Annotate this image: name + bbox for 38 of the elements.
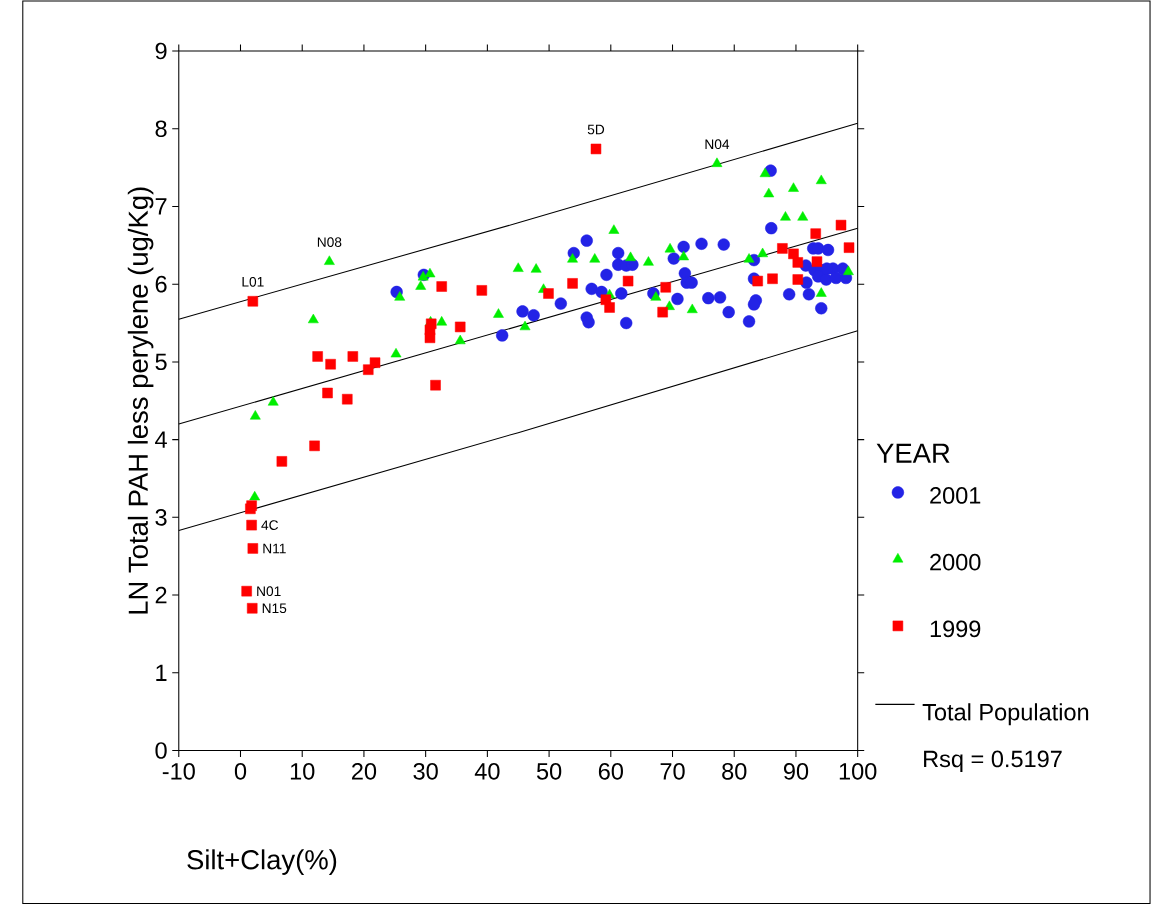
x-tick-label: 30 (413, 763, 438, 780)
x-tick-label: -10 (162, 763, 195, 780)
annotation: L01 (242, 277, 264, 287)
annotation: N08 (317, 237, 342, 248)
x-tick-label: 0 (234, 763, 247, 780)
x-tick-label: 90 (783, 763, 809, 780)
y-tick-label: 2 (155, 587, 167, 604)
annotation: N04 (705, 139, 730, 150)
x-axis-title: Silt+Clay(%) (187, 849, 337, 876)
x-tick-label: 70 (660, 763, 685, 780)
x-tick-label: 10 (290, 763, 315, 780)
y-tick-label: 7 (155, 198, 167, 215)
y-axis-title: LN Total PAH less perylene (ug/Kg) (127, 187, 154, 614)
legend-label: 2000 (930, 554, 981, 571)
y-tick-label: 4 (155, 431, 167, 448)
x-tick-label: 20 (352, 763, 377, 780)
x-tick-label: 100 (839, 763, 877, 780)
x-tick-label: 80 (722, 763, 747, 780)
text: Rsq = 0.5197 (924, 750, 1062, 773)
annotation: 4C (261, 520, 279, 531)
legend-title: YEAR (876, 444, 950, 463)
annotation: N15 (262, 603, 287, 614)
x-tick-label: 40 (474, 763, 500, 780)
legend-label: 2001 (930, 487, 981, 504)
y-tick-label: 6 (155, 276, 167, 293)
legend-label: 1999 (930, 620, 981, 638)
y-tick-label: 8 (155, 120, 167, 138)
y-tick-label: 0 (155, 742, 167, 760)
annotation: N01 (257, 586, 281, 597)
y-tick-label: 3 (155, 509, 167, 526)
x-tick-label: 60 (598, 763, 623, 780)
y-tick-label: 5 (155, 353, 167, 371)
legend-label: Total Population (922, 703, 1089, 726)
y-tick-label: 1 (156, 664, 167, 682)
y-tick-label: 9 (155, 42, 167, 60)
x-tick-label: 50 (536, 763, 562, 780)
annotation: N11 (263, 543, 286, 554)
annotation: 5D (587, 124, 605, 135)
